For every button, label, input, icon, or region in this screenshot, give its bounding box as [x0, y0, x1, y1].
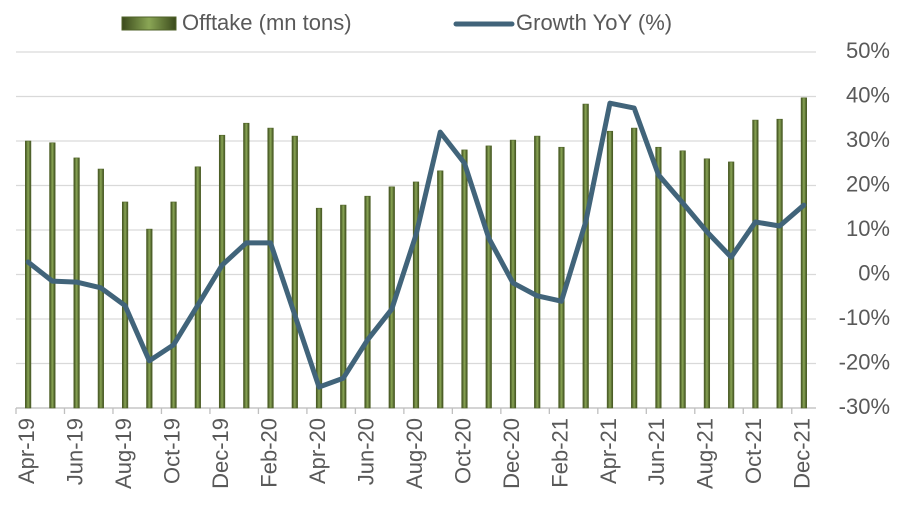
- bar: [655, 146, 662, 409]
- bar: [800, 97, 807, 409]
- y2-tick-label: 40%: [846, 82, 890, 107]
- bar: [485, 145, 492, 409]
- bar: [752, 119, 759, 409]
- bar: [461, 149, 468, 409]
- legend-label: Offtake (mn tons): [182, 10, 352, 35]
- bar: [25, 140, 32, 409]
- x-tick-label: Aug-20: [402, 418, 427, 489]
- x-tick-label: Apr-21: [596, 418, 621, 484]
- bar: [776, 118, 783, 409]
- bar: [412, 181, 420, 409]
- y2-tick-label: -10%: [839, 305, 890, 330]
- y2-tick-label: -20%: [839, 349, 890, 374]
- x-tick-label: Oct-20: [450, 418, 475, 484]
- y2-tick-label: 30%: [846, 127, 890, 152]
- x-tick-label: Apr-19: [14, 418, 39, 484]
- x-tick-label: Aug-19: [111, 418, 136, 489]
- x-tick-label: Jun-19: [62, 418, 87, 485]
- x-tick-label: Dec-21: [790, 418, 815, 489]
- bar: [631, 127, 638, 409]
- bar: [558, 146, 565, 409]
- y2-tick-label: 20%: [846, 171, 890, 196]
- y2-tick-label: 0%: [858, 260, 890, 285]
- x-tick-label: Oct-19: [159, 418, 184, 484]
- x-tick-label: Apr-20: [305, 418, 330, 484]
- growth-line: [25, 100, 807, 390]
- bar: [267, 127, 274, 409]
- legend-swatch: [121, 16, 177, 31]
- bar: [315, 207, 323, 409]
- y2-tick-label: 10%: [846, 216, 890, 241]
- x-tick-label: Jun-20: [353, 418, 378, 485]
- bar: [679, 150, 686, 409]
- bar: [582, 103, 589, 409]
- bar: [291, 135, 298, 409]
- bar: [49, 142, 56, 409]
- bar: [364, 195, 371, 409]
- legend-label: Growth YoY (%): [516, 10, 672, 35]
- x-tick-label: Feb-20: [256, 418, 281, 488]
- bar: [437, 170, 444, 409]
- bar: [194, 166, 201, 409]
- x-tick-label: Dec-20: [499, 418, 524, 489]
- bar: [534, 135, 541, 409]
- bar: [340, 204, 347, 409]
- bar: [606, 130, 614, 409]
- bar: [146, 228, 153, 409]
- y2-tick-label: 50%: [846, 38, 890, 63]
- x-tick-label: Jun-21: [644, 418, 669, 485]
- x-tick-label: Dec-19: [208, 418, 233, 489]
- x-tick-label: Aug-21: [693, 418, 718, 489]
- bar: [243, 122, 250, 409]
- y2-tick-label: -30%: [839, 394, 890, 419]
- x-tick-label: Feb-21: [547, 418, 572, 488]
- bar: [170, 201, 177, 409]
- bar: [703, 158, 711, 409]
- bar: [728, 161, 735, 409]
- x-tick-label: Oct-21: [741, 418, 766, 484]
